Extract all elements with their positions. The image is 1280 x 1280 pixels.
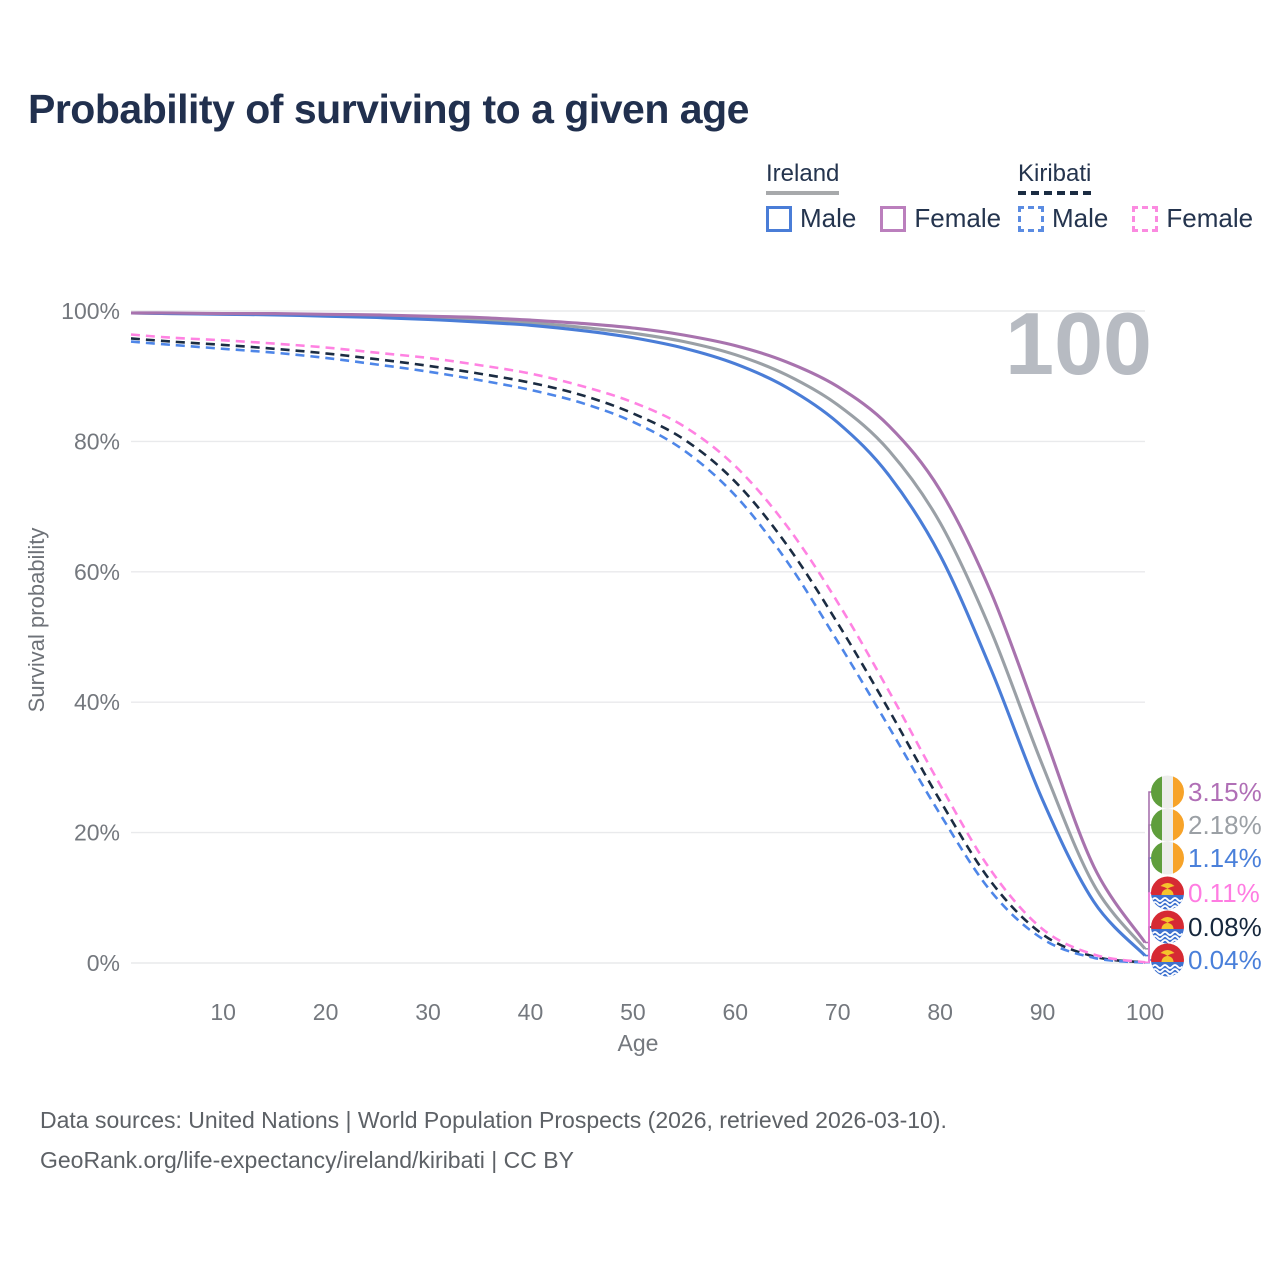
- legend-row-ireland: Male Female: [766, 203, 1025, 234]
- x-tick-label: 30: [415, 999, 441, 1025]
- x-axis-title: Age: [618, 1030, 659, 1056]
- chart-footer: Data sources: United Nations | World Pop…: [40, 1100, 947, 1180]
- legend-item-kiribati-female[interactable]: Female: [1132, 203, 1253, 234]
- end-label-kiribati_male: 0.04%: [1188, 945, 1262, 975]
- x-tick-label: 20: [313, 999, 339, 1025]
- legend-group-kiribati: Kiribati Male Female: [1018, 160, 1277, 234]
- x-tick-label: 100: [1126, 999, 1164, 1025]
- flag-icon-ireland: [1151, 841, 1184, 875]
- x-tick-label: 60: [723, 999, 749, 1025]
- legend-swatch-ireland-male: [766, 205, 792, 232]
- legend-label-kiribati-male: Male: [1052, 203, 1109, 233]
- curve-kiribati_female[interactable]: [130, 333, 1146, 964]
- legend-swatch-kiribati-male: [1018, 205, 1044, 232]
- legend-item-ireland-female[interactable]: Female: [880, 203, 1001, 234]
- x-tick-label: 90: [1030, 999, 1056, 1025]
- page-title: Probability of surviving to a given age: [28, 86, 749, 132]
- curve-kiribati_male[interactable]: [130, 340, 1146, 964]
- y-tick-label: 40%: [74, 689, 120, 715]
- end-label-ireland_both: 2.18%: [1188, 810, 1262, 840]
- legend-header-kiribati: Kiribati: [1018, 160, 1092, 195]
- footer-attribution: GeoRank.org/life-expectancy/ireland/kiri…: [40, 1147, 574, 1173]
- legend-item-ireland-male[interactable]: Male: [766, 203, 856, 234]
- curve-ireland_female[interactable]: [130, 311, 1147, 944]
- end-connector-ireland_female: [1145, 791, 1152, 944]
- legend-label-ireland-female: Female: [914, 203, 1002, 233]
- legend-swatch-kiribati-female: [1132, 205, 1159, 232]
- y-tick-label: 0%: [87, 950, 120, 976]
- curve-ireland_both[interactable]: [130, 311, 1147, 950]
- legend-group-ireland: Ireland Male Female: [766, 160, 1025, 234]
- flag-icon-kiribati: [1151, 943, 1184, 977]
- flag-icon-kiribati: [1151, 876, 1184, 910]
- end-label-ireland_male: 1.14%: [1188, 843, 1262, 873]
- y-tick-label: 20%: [74, 820, 120, 846]
- x-tick-label: 80: [927, 999, 953, 1025]
- legend-row-kiribati: Male Female: [1018, 203, 1277, 234]
- flag-icon-ireland: [1151, 775, 1184, 809]
- curve-ireland_male[interactable]: [130, 311, 1147, 957]
- legend-swatch-ireland-female: [880, 205, 907, 232]
- chart-legend: Ireland Male Female Kiribati Male: [0, 0, 1280, 250]
- y-tick-label: 100%: [61, 298, 120, 324]
- legend-label-ireland-male: Male: [800, 203, 857, 233]
- legend-item-kiribati-male[interactable]: Male: [1018, 203, 1108, 234]
- legend-header-ireland: Ireland: [766, 160, 840, 195]
- x-tick-label: 70: [825, 999, 851, 1025]
- legend-label-kiribati-female: Female: [1166, 203, 1254, 233]
- x-tick-label: 40: [518, 999, 544, 1025]
- y-tick-label: 80%: [74, 428, 120, 454]
- flag-icon-kiribati: [1151, 910, 1184, 944]
- end-label-kiribati_female: 0.11%: [1188, 878, 1260, 908]
- end-connector-kiribati_female: [1145, 892, 1152, 964]
- curve-kiribati_both[interactable]: [130, 337, 1146, 964]
- age-watermark: 100: [1005, 294, 1152, 393]
- end-label-ireland_female: 3.15%: [1188, 777, 1262, 807]
- end-label-kiribati_both: 0.08%: [1188, 912, 1262, 942]
- y-tick-label: 60%: [74, 559, 120, 585]
- y-axis-title: Survival probability: [24, 528, 49, 713]
- flag-icon-ireland: [1151, 808, 1184, 842]
- footer-data-sources: Data sources: United Nations | World Pop…: [40, 1107, 947, 1133]
- x-tick-label: 50: [620, 999, 646, 1025]
- x-tick-label: 10: [210, 999, 236, 1025]
